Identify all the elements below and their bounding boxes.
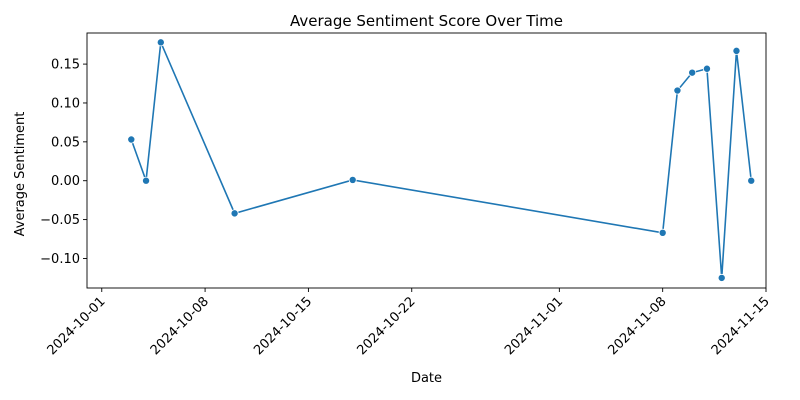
data-point [717, 273, 726, 282]
series-line [130, 39, 753, 278]
plot-area [86, 32, 767, 289]
data-point [127, 135, 136, 144]
y-tick-label: 0.05 [51, 135, 80, 150]
data-point [688, 68, 697, 77]
x-tick-label: 2024-10-15 [251, 294, 315, 358]
x-axis: 2024-10-01 2024-10-08 2024-10-15 2024-10-22… [45, 288, 773, 358]
data-point [732, 46, 741, 55]
y-tick-label: 0.10 [51, 96, 80, 111]
plot-frame [86, 32, 767, 289]
y-axis: −0.10 −0.05 0.00 0.05 0.10 0.15 [40, 58, 87, 267]
y-tick-label: −0.05 [40, 213, 80, 228]
x-tick-label: 2024-11-01 [502, 294, 566, 358]
x-tick-label: 2024-10-08 [148, 294, 212, 358]
data-point [142, 176, 151, 185]
data-point [673, 86, 682, 95]
x-tick-label: 2024-11-15 [709, 294, 773, 358]
data-point [156, 38, 165, 47]
y-tick-label: 0.00 [51, 174, 80, 189]
data-point [658, 228, 667, 237]
data-point [747, 176, 756, 185]
x-tick-label: 2024-10-01 [45, 294, 109, 358]
y-tick-label: −0.10 [40, 252, 80, 267]
x-axis-label: Date [411, 371, 442, 386]
x-tick-label: 2024-11-08 [605, 294, 669, 358]
y-tick-label: 0.15 [51, 58, 80, 73]
data-point [702, 64, 711, 73]
data-point [230, 209, 239, 218]
y-axis-label: Average Sentiment [13, 112, 28, 237]
data-point [348, 175, 357, 184]
chart-title: Average Sentiment Score Over Time [290, 12, 563, 30]
x-tick-label: 2024-10-22 [355, 294, 419, 358]
